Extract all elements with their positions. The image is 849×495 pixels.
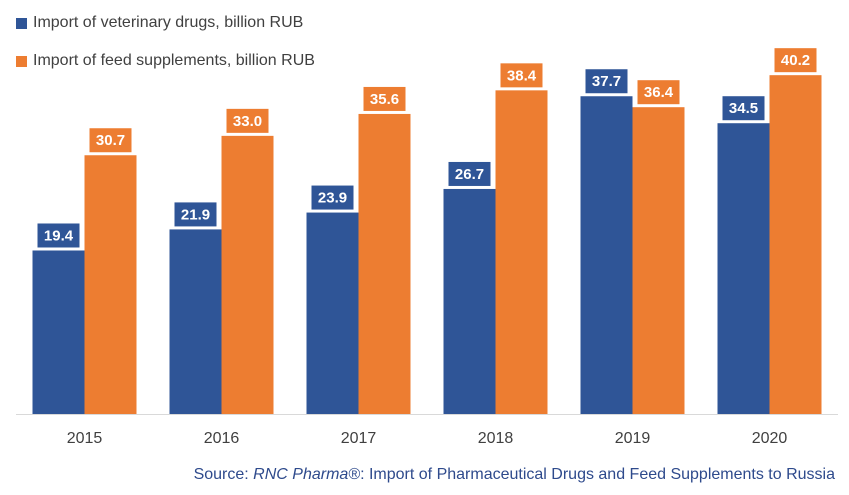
data-label-feed-supplements-2016: 33.0 (233, 113, 262, 130)
bar-feed-supplements-2020 (769, 75, 822, 415)
legend-swatch-veterinary-drugs (16, 17, 27, 29)
data-label-veterinary-drugs-2017: 23.9 (318, 190, 347, 207)
data-label-box-feed-supplements-2017 (363, 86, 406, 111)
x-tick-label-2015: 2015 (67, 430, 103, 447)
data-label-feed-supplements-2015: 30.7 (96, 132, 125, 149)
data-label-feed-supplements-2020: 40.2 (781, 52, 810, 69)
legend-item-feed-supplements: Import of feed supplements, billion RUB (16, 50, 315, 72)
data-label-box-veterinary-drugs-2018 (448, 161, 491, 186)
bar-feed-supplements-2018 (495, 90, 548, 414)
data-label-feed-supplements-2018: 38.4 (507, 67, 537, 84)
data-label-box-veterinary-drugs-2017 (311, 185, 354, 210)
bar-feed-supplements-2017 (358, 113, 411, 414)
data-label-box-feed-supplements-2020 (774, 48, 817, 73)
bar-veterinary-drugs-2016 (169, 229, 222, 414)
bar-feed-supplements-2015 (84, 155, 137, 414)
data-label-box-veterinary-drugs-2020 (722, 96, 765, 121)
legend: Import of veterinary drugs, billion RUB … (16, 12, 315, 88)
bar-veterinary-drugs-2018 (443, 188, 496, 414)
x-tick-label-2017: 2017 (341, 430, 377, 447)
bar-veterinary-drugs-2017 (306, 212, 359, 414)
legend-label-veterinary-drugs: Import of veterinary drugs, billion RUB (33, 14, 304, 31)
data-label-box-veterinary-drugs-2015 (37, 223, 80, 248)
data-label-box-feed-supplements-2018 (500, 63, 543, 88)
source-brand: RNC Pharma® (253, 466, 361, 483)
data-label-veterinary-drugs-2020: 34.5 (729, 100, 758, 117)
data-label-veterinary-drugs-2015: 19.4 (44, 227, 74, 244)
data-label-feed-supplements-2017: 35.6 (370, 91, 399, 108)
bar-feed-supplements-2016 (221, 135, 274, 414)
data-label-feed-supplements-2019: 36.4 (644, 84, 674, 101)
bar-feed-supplements-2019 (632, 107, 685, 414)
x-tick-label-2019: 2019 (615, 430, 651, 447)
x-tick-label-2020: 2020 (752, 430, 788, 447)
data-label-veterinary-drugs-2019: 37.7 (592, 73, 621, 90)
bar-veterinary-drugs-2020 (717, 123, 770, 414)
x-tick-label-2016: 2016 (204, 430, 240, 447)
bar-veterinary-drugs-2015 (32, 250, 85, 414)
source-prefix: Source: (193, 466, 254, 483)
x-tick-label-2018: 2018 (478, 430, 514, 447)
data-label-box-feed-supplements-2016 (226, 108, 269, 133)
source-note: Source: RNC Pharma®: Import of Pharmaceu… (194, 466, 835, 484)
source-suffix: : Import of Pharmaceutical Drugs and Fee… (360, 466, 835, 483)
bar-veterinary-drugs-2019 (580, 96, 633, 414)
legend-swatch-feed-supplements (16, 55, 27, 67)
data-label-veterinary-drugs-2016: 21.9 (181, 206, 210, 223)
legend-item-veterinary-drugs: Import of veterinary drugs, billion RUB (16, 12, 315, 34)
data-label-box-feed-supplements-2019 (637, 80, 680, 105)
data-label-box-veterinary-drugs-2019 (585, 69, 628, 94)
data-label-box-feed-supplements-2015 (89, 128, 132, 153)
data-label-veterinary-drugs-2018: 26.7 (455, 166, 484, 183)
data-label-box-veterinary-drugs-2016 (174, 202, 217, 227)
legend-label-feed-supplements: Import of feed supplements, billion RUB (33, 52, 315, 69)
